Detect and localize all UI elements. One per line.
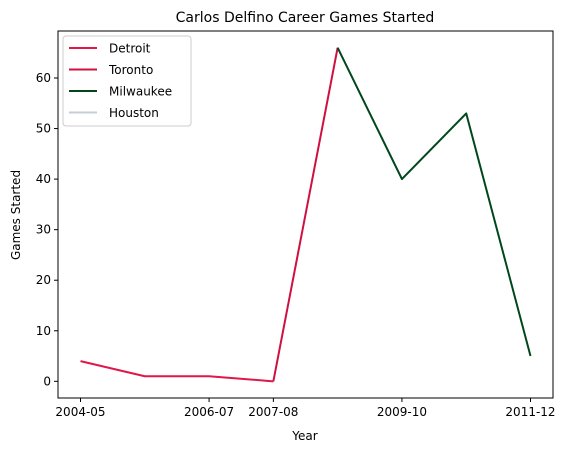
legend-label-detroit: Detroit bbox=[109, 42, 151, 56]
legend: Detroit Toronto Milwaukee Houston bbox=[63, 36, 191, 126]
y-axis: 0 10 20 30 40 50 60 bbox=[36, 71, 58, 388]
series-line-toronto bbox=[273, 48, 337, 382]
y-tick-label-10: 10 bbox=[36, 324, 51, 338]
y-tick-label-60: 60 bbox=[36, 71, 51, 85]
x-tick-label-2007-08: 2007-08 bbox=[248, 405, 298, 419]
x-tick-label-2011-12: 2011-12 bbox=[505, 405, 555, 419]
chart-title: Carlos Delfino Career Games Started bbox=[176, 10, 435, 26]
x-axis-label: Year bbox=[291, 429, 317, 443]
x-tick-label-2009-10: 2009-10 bbox=[377, 405, 427, 419]
y-tick-label-20: 20 bbox=[36, 273, 51, 287]
legend-label-houston: Houston bbox=[109, 106, 159, 120]
y-tick-label-0: 0 bbox=[43, 374, 51, 388]
x-tick-label-2004-05: 2004-05 bbox=[55, 405, 105, 419]
x-tick-label-2006-07: 2006-07 bbox=[184, 405, 234, 419]
legend-label-milwaukee: Milwaukee bbox=[109, 85, 172, 99]
y-axis-label: Games Started bbox=[9, 170, 23, 260]
series-line-milwaukee bbox=[338, 48, 531, 356]
y-tick-label-30: 30 bbox=[36, 223, 51, 237]
y-tick-label-50: 50 bbox=[36, 122, 51, 136]
series-line-detroit bbox=[81, 361, 274, 381]
y-tick-label-40: 40 bbox=[36, 172, 51, 186]
x-axis: 2004-05 2006-07 2007-08 2009-10 2011-12 bbox=[55, 398, 555, 419]
legend-label-toronto: Toronto bbox=[108, 63, 153, 77]
